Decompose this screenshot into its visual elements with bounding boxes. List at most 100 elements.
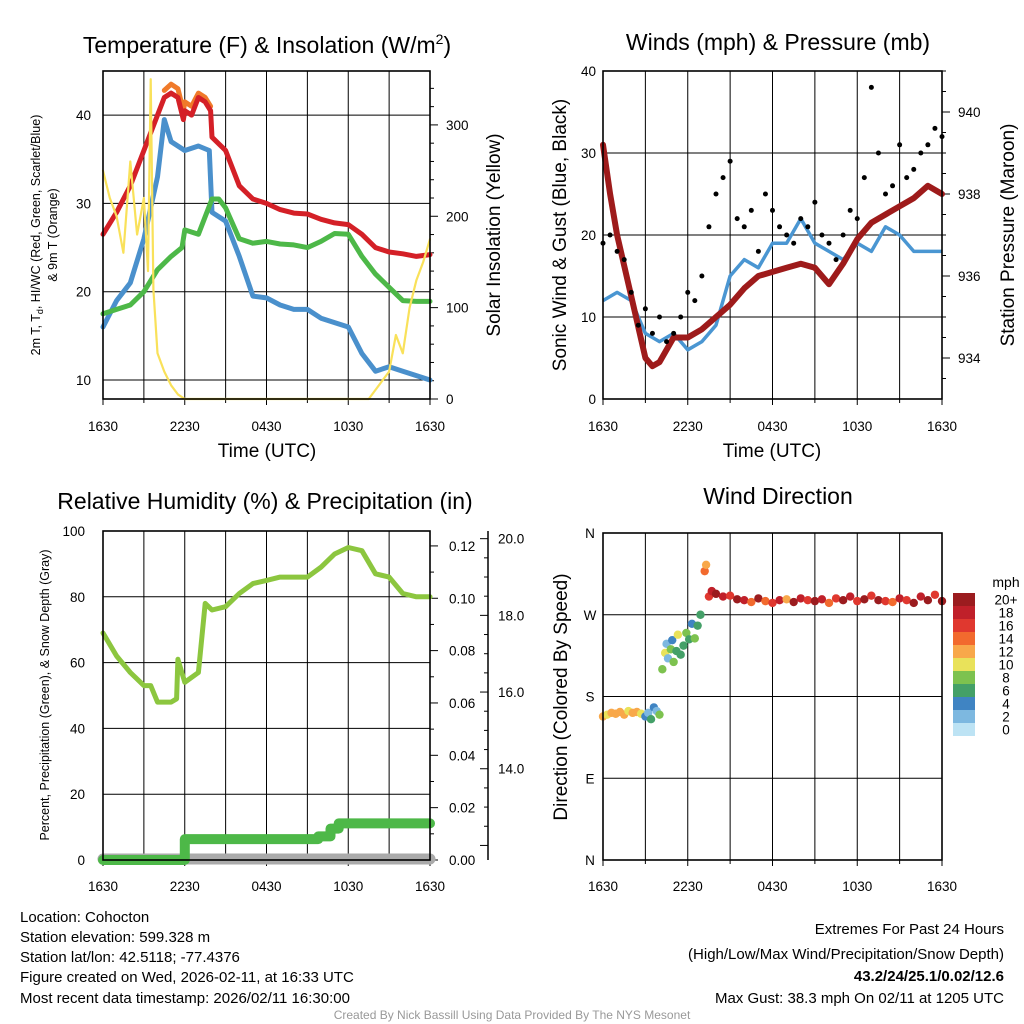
series-station-pressure xyxy=(600,141,945,370)
winds-xtick-label: 1630 xyxy=(588,419,618,434)
colorbar-swatch xyxy=(953,710,975,723)
wind-direction-point xyxy=(874,596,883,605)
wind-direction-ytick-label: W xyxy=(584,608,597,623)
footer-elevation: Station elevation: 599.328 m xyxy=(20,929,210,946)
wind-direction-point xyxy=(646,715,656,724)
gust-point xyxy=(854,216,860,222)
wind-direction-xtick-label: 1030 xyxy=(842,879,872,894)
insolation-ytick-label: 0 xyxy=(446,392,454,407)
series-wind-chill xyxy=(100,117,433,383)
humidity-ytick-label: 40 xyxy=(70,721,85,736)
gust-point xyxy=(805,224,811,230)
insolation-ytick-label: 200 xyxy=(446,209,469,224)
temperature-xtick-label: 1630 xyxy=(415,419,445,434)
gust-point xyxy=(692,298,698,304)
winds-xtick-label: 1030 xyxy=(842,419,872,434)
gust-point xyxy=(918,150,924,156)
wind-direction-point xyxy=(679,641,688,650)
gust-point xyxy=(868,84,874,90)
wind-direction-point xyxy=(810,596,820,606)
precip-ytick-label: 0.06 xyxy=(449,696,475,711)
colorbar-label: 14 xyxy=(998,632,1014,647)
colorbar-swatch xyxy=(953,632,975,645)
colorbar-label: 18 xyxy=(998,606,1013,621)
extremes-subtitle: (High/Low/Max Wind/Precipitation/Snow De… xyxy=(688,946,1004,963)
colorbar-label: 6 xyxy=(1002,684,1010,699)
temperature-xlabel: Time (UTC) xyxy=(218,441,317,462)
insolation-ylabel: Solar Insolation (Yellow) xyxy=(484,133,505,336)
wind-direction-point xyxy=(831,594,841,603)
gust-point xyxy=(847,207,853,213)
humidity-ytick-label: 100 xyxy=(62,524,85,539)
colorbar-swatch xyxy=(953,606,975,619)
wind-direction-point xyxy=(761,596,770,606)
colorbar-swatch xyxy=(953,658,975,671)
humidity-xtick-label: 0430 xyxy=(251,879,281,894)
wind-direction-point xyxy=(732,595,742,604)
winds-ytick-label: 30 xyxy=(581,146,596,161)
gust-point xyxy=(762,191,768,197)
wind-direction-xtick-label: 1630 xyxy=(588,879,618,894)
series-2m-temperature xyxy=(100,90,433,259)
colorbar-swatch xyxy=(953,671,975,684)
footer-latlon: Station lat/lon: 42.5118; -77.4376 xyxy=(20,949,240,966)
wind-direction-point xyxy=(881,596,890,606)
wind-direction-point xyxy=(838,596,848,605)
colorbar-swatch xyxy=(953,593,975,606)
gust-point xyxy=(727,158,733,164)
gust-point xyxy=(628,289,634,295)
precip-ytick-label: 0.10 xyxy=(449,591,475,606)
wind-direction-point xyxy=(718,592,728,601)
footer-created: Figure created on Wed, 2026-02-11, at 16… xyxy=(20,969,354,986)
wind-direction-xtick-label: 0430 xyxy=(757,879,787,894)
gust-point xyxy=(875,150,881,156)
wind-direction-ylabel: Direction (Colored By Speed) xyxy=(551,573,572,820)
precip-ytick-label: 0.08 xyxy=(449,644,475,659)
extremes-values: 43.2/24/25.1/0.02/12.6 xyxy=(854,968,1004,985)
pressure-ylabel: Station Pressure (Maroon) xyxy=(998,124,1019,347)
precip-ytick-label: 0.04 xyxy=(449,748,476,763)
colorbar-title: mph xyxy=(992,574,1019,590)
wind-direction-point xyxy=(895,594,904,603)
wind-direction-point xyxy=(673,630,683,639)
gust-point xyxy=(890,183,896,189)
footer-location: Location: Cohocton xyxy=(20,909,149,926)
gust-point xyxy=(664,339,670,345)
gust-point xyxy=(607,232,613,238)
snow-depth-ytick-label: 20.0 xyxy=(498,532,524,547)
gust-point xyxy=(883,191,888,197)
credit-line: Created By Nick Bassill Using Data Provi… xyxy=(334,1008,691,1022)
gust-point xyxy=(925,142,931,148)
gust-point xyxy=(826,240,832,246)
pressure-ytick-label: 938 xyxy=(958,187,981,202)
precip-ytick-label: 0.02 xyxy=(449,801,475,816)
wind-direction-ytick-label: E xyxy=(585,771,594,786)
gust-point xyxy=(720,175,726,181)
snow-depth-ytick-label: 18.0 xyxy=(498,608,524,623)
gust-point xyxy=(861,175,867,181)
precip-ytick-label: 0.12 xyxy=(449,539,475,554)
wind-direction-point xyxy=(853,596,862,606)
wind-direction-xtick-label: 1630 xyxy=(927,879,957,894)
series-9m-temperature xyxy=(161,81,214,114)
gust-point xyxy=(678,314,684,320)
colorbar-swatch xyxy=(953,619,975,632)
series-sonic-wind xyxy=(602,216,942,352)
wind-direction-point xyxy=(867,591,876,600)
snow-depth-ytick-label: 14.0 xyxy=(498,762,524,777)
winds-ytick-label: 0 xyxy=(588,392,596,407)
wind-direction-point xyxy=(768,598,777,608)
humidity-xtick-label: 2230 xyxy=(170,879,200,894)
wind-direction-point xyxy=(696,610,705,619)
wind-direction-point xyxy=(711,589,721,599)
wind-direction-ytick-label: N xyxy=(585,526,595,541)
gust-point xyxy=(642,306,648,312)
insolation-ytick-label: 300 xyxy=(446,118,469,133)
temperature-ytick-label: 40 xyxy=(76,108,91,123)
wind-direction-point xyxy=(655,710,664,719)
gust-point xyxy=(904,175,910,181)
wind-direction-point xyxy=(902,596,911,605)
wind-direction-point xyxy=(676,650,685,659)
wind-direction-point xyxy=(669,657,678,667)
gust-point xyxy=(649,330,655,336)
